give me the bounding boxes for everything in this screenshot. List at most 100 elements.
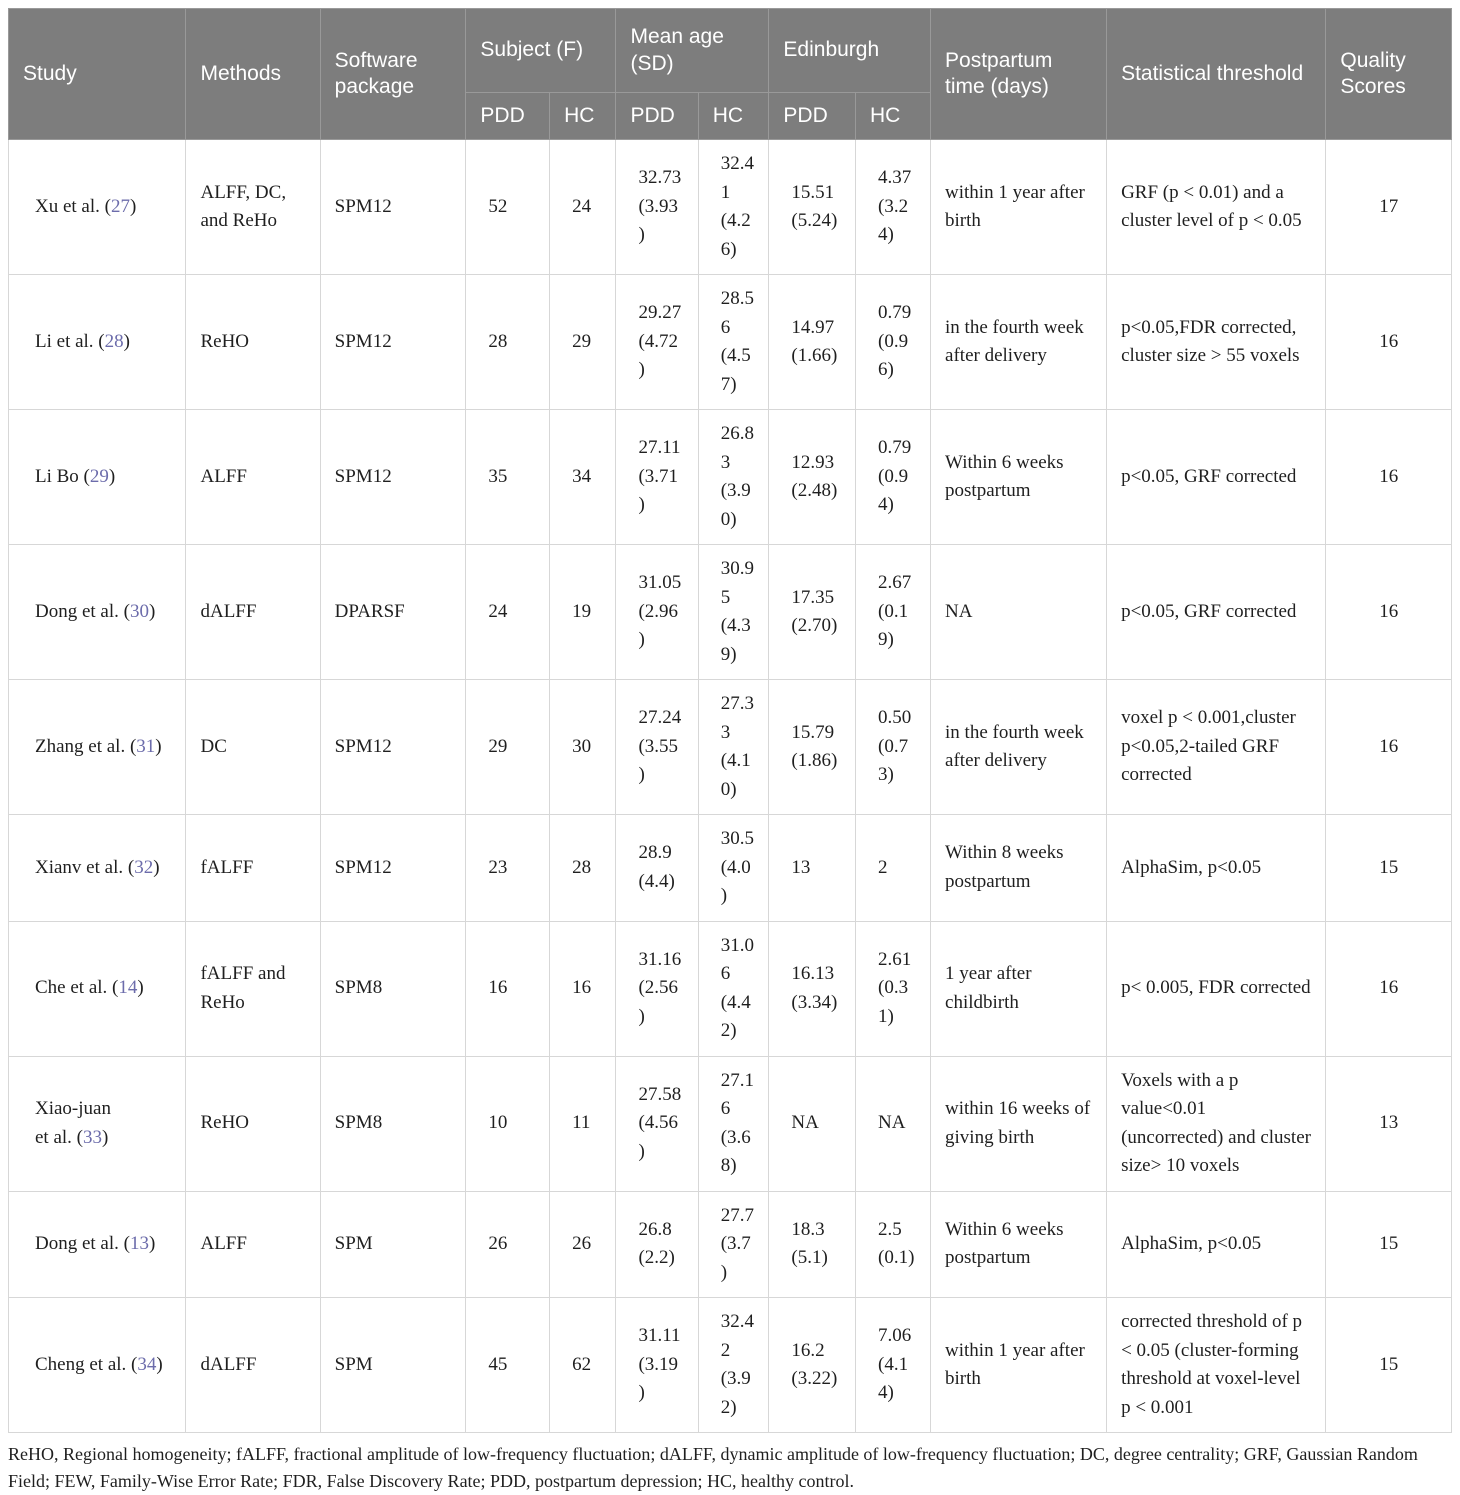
table-row: Xianv et al. (32) fALFF SPM12 23 28 28.9…	[7, 814, 1452, 922]
age-pdd-cell: 31.05 (2.96)	[615, 544, 699, 680]
age-pdd-cell: 27.58 (4.56)	[615, 1055, 699, 1192]
subject-hc-cell: 24	[549, 139, 617, 275]
study-name: Xu et al. (	[35, 195, 111, 217]
studies-table: Study Methods Software package Subject (…	[7, 8, 1452, 1433]
age-pdd-cell: 31.16 (2.56)	[615, 920, 699, 1057]
close-paren: )	[123, 330, 130, 352]
table-row: Dong et al. (13) ALFF SPM 26 26 26.8 (2.…	[7, 1190, 1452, 1298]
close-paren: )	[108, 465, 116, 487]
subject-hc-cell: 34	[549, 409, 617, 545]
age-hc-cell: 30.95 (4.39)	[697, 544, 770, 680]
quality-cell: 15	[1325, 1297, 1452, 1433]
edinburgh-hc-cell: 2.5 (0.1)	[854, 1190, 932, 1298]
edinburgh-hc-cell: 0.79 (0.94)	[854, 409, 932, 545]
citation-link[interactable]: 27	[110, 195, 130, 217]
age-hc-cell: 32.41 (4.26)	[697, 139, 770, 275]
citation-link[interactable]: 28	[104, 330, 124, 352]
edinburgh-pdd-cell: 13	[768, 814, 856, 922]
header-software: Software package	[319, 8, 467, 140]
subject-pdd-cell: 29	[465, 679, 551, 815]
subheader-age-hc: HC	[697, 92, 770, 140]
software-cell: SPM12	[319, 409, 467, 545]
study-name: Xianv et al. (	[35, 856, 135, 878]
postpartum-cell: within 16 weeks of giving birth	[930, 1055, 1108, 1192]
table-header: Study Methods Software package Subject (…	[7, 8, 1452, 140]
table-row: Li Bo (29) ALFF SPM12 35 34 27.11 (3.71)…	[7, 409, 1452, 545]
software-cell: SPM12	[319, 814, 467, 922]
edinburgh-pdd-cell: 14.97 (1.66)	[768, 274, 856, 410]
edinburgh-hc-cell: 4.37 (3.24)	[854, 139, 932, 275]
close-paren: )	[153, 856, 160, 878]
subject-pdd-cell: 45	[465, 1297, 551, 1433]
software-cell: SPM8	[319, 920, 467, 1057]
quality-cell: 16	[1325, 544, 1452, 680]
age-hc-cell: 26.83 (3.90)	[697, 409, 770, 545]
postpartum-cell: 1 year after childbirth	[930, 920, 1108, 1057]
close-paren: )	[155, 735, 162, 757]
header-mean-age: Mean age (SD)	[615, 8, 770, 93]
postpartum-cell: within 1 year after birth	[930, 1297, 1108, 1433]
age-pdd-cell: 26.8 (2.2)	[615, 1190, 699, 1298]
study-name: Che et al. (	[35, 977, 119, 999]
citation-link[interactable]: 31	[136, 735, 156, 757]
subject-hc-cell: 26	[549, 1190, 617, 1298]
quality-cell: 16	[1325, 679, 1452, 815]
citation-link[interactable]: 30	[129, 600, 149, 622]
study-name: Li Bo (	[35, 465, 90, 487]
threshold-cell: corrected threshold of p < 0.05 (cluster…	[1106, 1297, 1327, 1433]
subject-pdd-cell: 23	[465, 814, 551, 922]
study-cell: Li Bo (29)	[7, 409, 187, 545]
header-postpartum-time: Postpartum time (days)	[930, 8, 1108, 140]
edinburgh-hc-cell: 2	[854, 814, 932, 922]
quality-cell: 16	[1325, 274, 1452, 410]
subheader-age-pdd: PDD	[615, 92, 699, 140]
postpartum-cell: in the fourth week after delivery	[930, 679, 1108, 815]
edinburgh-pdd-cell: 15.51 (5.24)	[768, 139, 856, 275]
citation-link[interactable]: 14	[118, 977, 138, 999]
subheader-edinburgh-hc: HC	[854, 92, 932, 140]
quality-cell: 15	[1325, 814, 1452, 922]
citation-link[interactable]: 33	[83, 1126, 103, 1148]
table-row: Che et al. (14) fALFF and ReHo SPM8 16 1…	[7, 920, 1452, 1057]
subheader-subject-pdd: PDD	[465, 92, 551, 140]
header-quality-scores: Quality Scores	[1325, 8, 1452, 140]
edinburgh-pdd-cell: 17.35 (2.70)	[768, 544, 856, 680]
methods-cell: dALFF	[185, 544, 321, 680]
age-hc-cell: 30.5 (4.0)	[697, 814, 770, 922]
close-paren: )	[129, 195, 137, 217]
close-paren: )	[148, 600, 156, 622]
table-row: Cheng et al. (34) dALFF SPM 45 62 31.11 …	[7, 1297, 1452, 1433]
age-hc-cell: 27.33 (4.10)	[697, 679, 770, 815]
study-cell: Cheng et al. (34)	[7, 1297, 187, 1433]
edinburgh-pdd-cell: NA	[768, 1055, 856, 1192]
subject-hc-cell: 16	[549, 920, 617, 1057]
study-cell: Xu et al. (27)	[7, 139, 187, 275]
subject-pdd-cell: 28	[465, 274, 551, 410]
study-name: Zhang et al. (	[35, 735, 137, 757]
methods-cell: ALFF	[185, 1190, 321, 1298]
software-cell: SPM12	[319, 679, 467, 815]
study-name: Li et al. (	[35, 330, 105, 352]
citation-link[interactable]: 32	[134, 856, 154, 878]
subject-hc-cell: 11	[549, 1055, 617, 1192]
quality-cell: 17	[1325, 139, 1452, 275]
subject-pdd-cell: 35	[465, 409, 551, 545]
age-hc-cell: 32.42 (3.92)	[697, 1297, 770, 1433]
postpartum-cell: Within 6 weeks postpartum	[930, 1190, 1108, 1298]
citation-link[interactable]: 34	[137, 1353, 157, 1375]
threshold-cell: p<0.05, GRF corrected	[1106, 409, 1327, 545]
subject-hc-cell: 19	[549, 544, 617, 680]
age-hc-cell: 27.16 (3.68)	[697, 1055, 770, 1192]
citation-link[interactable]: 29	[89, 465, 109, 487]
quality-cell: 16	[1325, 920, 1452, 1057]
threshold-cell: p<0.05, GRF corrected	[1106, 544, 1327, 680]
header-methods: Methods	[185, 8, 321, 140]
table-body: Xu et al. (27) ALFF, DC, and ReHo SPM12 …	[7, 139, 1452, 1433]
study-cell: Li et al. (28)	[7, 274, 187, 410]
threshold-cell: voxel p < 0.001,cluster p<0.05,2-tailed …	[1106, 679, 1327, 815]
study-name: Cheng et al. (	[35, 1353, 138, 1375]
citation-link[interactable]: 13	[129, 1233, 149, 1254]
quality-cell: 15	[1325, 1190, 1452, 1298]
software-cell: SPM	[319, 1297, 467, 1433]
